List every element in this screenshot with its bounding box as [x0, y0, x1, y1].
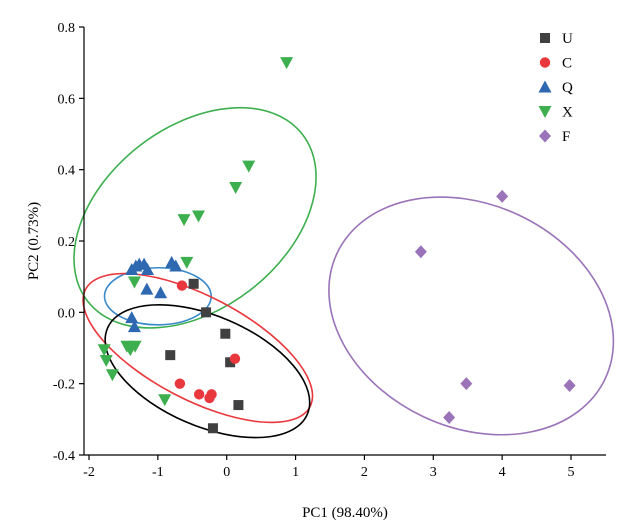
- point-c: [174, 378, 186, 389]
- ellipses-layer: [73, 106, 615, 439]
- legend-marker-f: [539, 129, 551, 143]
- points-layer: [97, 57, 576, 434]
- point-q: [140, 282, 154, 295]
- point-x: [158, 394, 172, 407]
- point-q: [127, 320, 141, 333]
- x-axis-title: PC1 (98.40%): [302, 505, 388, 521]
- point-c: [204, 392, 215, 404]
- point-u: [207, 423, 218, 434]
- point-u: [188, 278, 199, 289]
- point-f: [414, 245, 427, 259]
- legend-label-f: F: [562, 129, 570, 145]
- point-x: [177, 214, 191, 227]
- point-x: [127, 276, 141, 289]
- axes: -2 -1 0 1 2 3 4 5 -0.4 -0.2 0.0 0.2 0.4 0.6 0.8: [53, 21, 606, 480]
- legend-label-q: Q: [562, 80, 573, 96]
- point-f: [496, 189, 509, 203]
- y-axis-title: PC2 (0.73%): [26, 202, 42, 280]
- point-x: [242, 160, 256, 173]
- point-x: [229, 182, 243, 194]
- point-c: [193, 389, 205, 400]
- point-c: [176, 280, 188, 291]
- point-u: [165, 350, 176, 361]
- y-tick-label: 0.6: [58, 92, 76, 107]
- point-c: [229, 353, 241, 364]
- legend-label-c: C: [562, 56, 572, 72]
- legend-marker-u: [540, 33, 550, 43]
- x-tick-label: 1: [292, 465, 299, 480]
- point-u: [233, 400, 244, 411]
- legend-marker-q: [538, 80, 552, 93]
- ellipse-x: [73, 106, 317, 329]
- x-tick-label: -2: [83, 465, 95, 480]
- y-tick-label: 0.0: [58, 306, 76, 321]
- x-tick-label: 2: [361, 465, 368, 480]
- point-q: [141, 263, 155, 276]
- y-tick-label: -0.4: [53, 449, 75, 464]
- point-x: [99, 354, 113, 367]
- legend-label-u: U: [562, 31, 573, 47]
- ellipse-u: [104, 303, 311, 439]
- x-tick-label: 5: [568, 465, 575, 480]
- point-x: [280, 57, 294, 70]
- point-f: [563, 378, 576, 392]
- x-tick-label: -1: [152, 465, 164, 480]
- point-f: [443, 411, 456, 425]
- point-x: [191, 210, 205, 223]
- x-ticks: -2 -1 0 1 2 3 4 5: [83, 455, 575, 480]
- y-tick-label: -0.2: [53, 378, 75, 393]
- x-tick-label: 0: [223, 465, 230, 480]
- point-q: [125, 263, 139, 276]
- x-tick-label: 3: [430, 465, 437, 480]
- ellipse-f: [328, 196, 615, 436]
- legend-marker-x: [538, 106, 552, 118]
- point-q: [154, 286, 168, 299]
- point-f: [460, 377, 473, 391]
- y-tick-label: 0.2: [58, 235, 76, 250]
- point-u: [201, 307, 212, 318]
- point-u: [220, 328, 231, 339]
- y-tick-label: 0.4: [58, 164, 76, 179]
- point-x: [97, 344, 111, 357]
- point-u: [225, 357, 236, 368]
- point-q: [125, 311, 139, 324]
- point-x: [123, 344, 137, 357]
- x-tick-label: 4: [499, 465, 506, 480]
- point-q: [169, 259, 183, 272]
- y-ticks: -0.4 -0.2 0.0 0.2 0.4 0.6 0.8: [53, 21, 84, 464]
- point-x: [180, 256, 194, 269]
- point-x: [105, 369, 119, 382]
- legend-label-x: X: [562, 105, 573, 121]
- legend-marker-c: [539, 57, 551, 68]
- y-tick-label: 0.8: [58, 21, 76, 36]
